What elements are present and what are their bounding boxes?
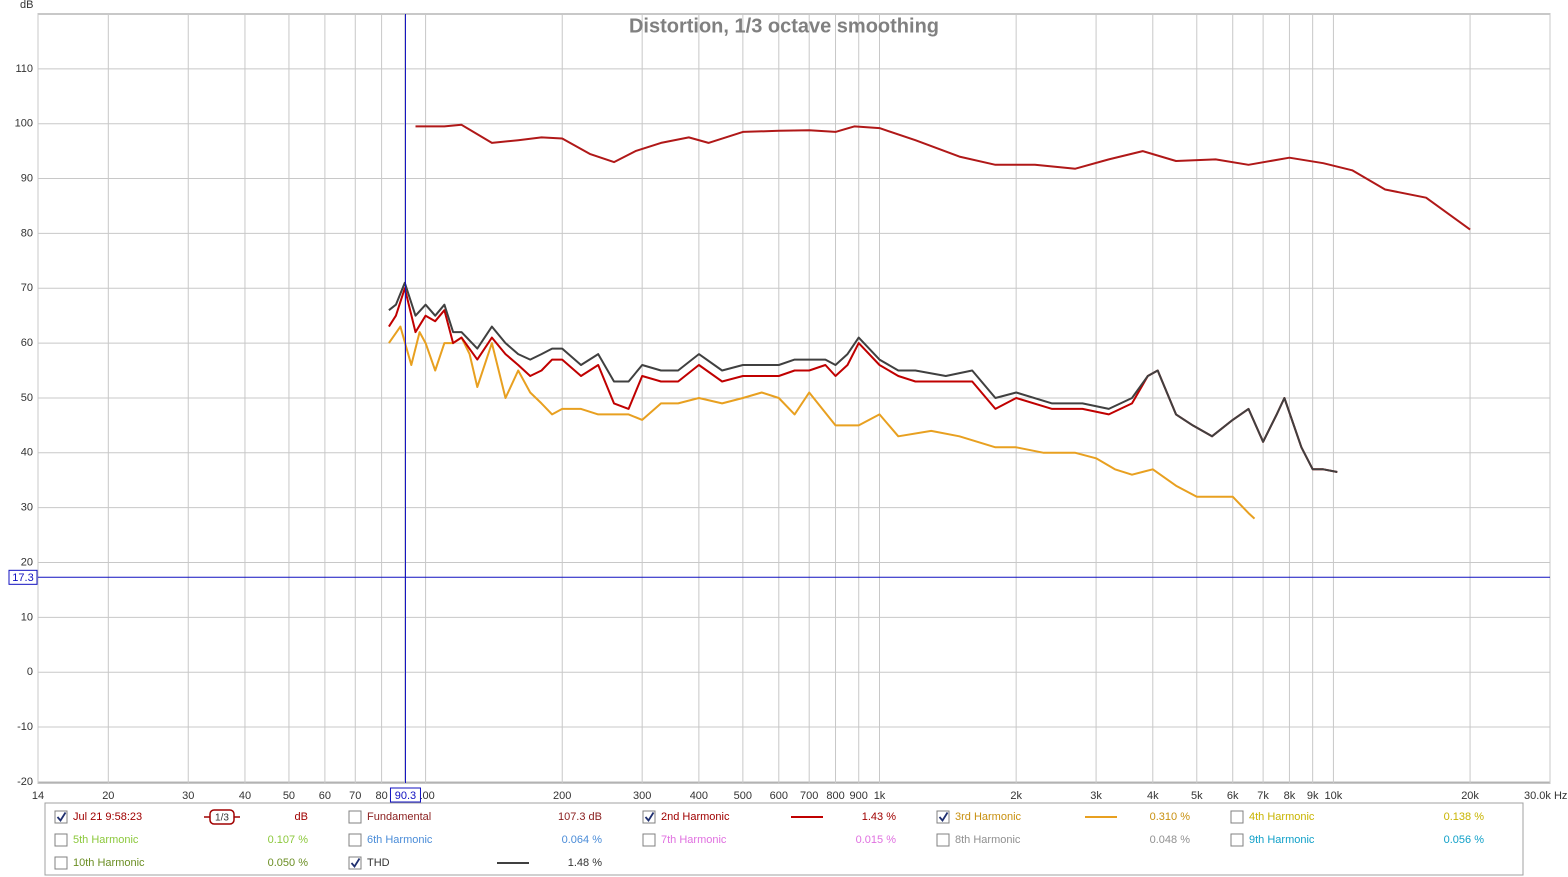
x-tick-label: 9k (1307, 790, 1319, 802)
y-tick-label: -20 (17, 776, 33, 788)
x-tick-label: 50 (283, 790, 295, 802)
x-tick-label: 1k (874, 790, 886, 802)
legend-panel (44, 802, 1524, 876)
y-tick-label: 110 (15, 63, 33, 75)
legend-name: 5th Harmonic (73, 834, 139, 846)
legend-name: 10th Harmonic (73, 857, 145, 869)
x-tick-label: 8k (1284, 790, 1296, 802)
series-line (388, 325, 1256, 520)
x-tick-label: 700 (800, 790, 818, 802)
y-tick-label: 100 (15, 118, 33, 130)
cursor-x-label: 90.3 (395, 790, 416, 802)
legend-name: 6th Harmonic (367, 834, 433, 846)
x-tick-label: 10k (1325, 790, 1343, 802)
checkbox[interactable] (1230, 833, 1244, 847)
unit-label: dB (295, 811, 308, 823)
x-tick-label: 100 (416, 790, 434, 802)
x-tick-label: 600 (770, 790, 788, 802)
legend-name: THD (367, 857, 390, 869)
x-tick-label: 4k (1147, 790, 1159, 802)
legend-reading: 0.015 % (856, 834, 897, 846)
y-tick-label: 20 (21, 556, 33, 568)
legend-name: 9th Harmonic (1249, 834, 1315, 846)
x-tick-label: 5k (1191, 790, 1203, 802)
y-tick-label: 0 (27, 666, 33, 678)
legend-name: Fundamental (367, 811, 431, 823)
legend-reading: 0.064 % (562, 834, 603, 846)
legend-reading: 0.310 % (1150, 811, 1191, 823)
legend-reading: 0.138 % (1444, 811, 1485, 823)
x-tick-label: 300 (633, 790, 651, 802)
plot-area (37, 13, 1551, 784)
x-tick-label: 2k (1010, 790, 1022, 802)
x-tick-label: 20 (102, 790, 114, 802)
y-tick-label: 50 (21, 392, 33, 404)
checkmark (350, 858, 361, 869)
chart-title: Distortion, 1/3 octave smoothing (629, 15, 939, 37)
x-tick-label: 80 (375, 790, 387, 802)
cursor-y-box (8, 569, 38, 585)
x-tick-label: 20k (1461, 790, 1479, 802)
x-tick-label: 30.0k Hz (1524, 790, 1567, 802)
cursor-x-box (389, 787, 421, 803)
x-tick-label: 40 (239, 790, 251, 802)
legend-reading: 1.43 % (862, 811, 896, 823)
cursor-y-label: 17.3 (12, 572, 33, 584)
y-tick-label: 90 (21, 172, 33, 184)
legend-name: 7th Harmonic (661, 834, 727, 846)
x-tick-label: 3k (1090, 790, 1102, 802)
checkmark (56, 812, 67, 823)
series-line (415, 123, 1471, 231)
y-tick-label: -10 (17, 721, 33, 733)
x-tick-label: 14 (32, 790, 44, 802)
x-tick-label: 70 (349, 790, 361, 802)
measurement-name: Jul 21 9:58:23 (73, 811, 142, 823)
smoothing-label: 1/3 (215, 813, 229, 824)
legend-name: 2nd Harmonic (661, 811, 730, 823)
legend-reading: 0.048 % (1150, 834, 1191, 846)
legend-reading: 0.107 % (268, 834, 309, 846)
y-axis-label: dB (20, 0, 33, 11)
legend-name: 8th Harmonic (955, 834, 1021, 846)
checkbox[interactable] (54, 856, 68, 870)
x-tick-label: 800 (826, 790, 844, 802)
x-tick-label: 900 (850, 790, 868, 802)
y-tick-label: 60 (21, 337, 33, 349)
series-line (388, 281, 1338, 473)
x-tick-label: 6k (1227, 790, 1239, 802)
legend-reading: 0.056 % (1444, 834, 1485, 846)
legend-reading: 107.3 dB (558, 811, 602, 823)
y-tick-label: 70 (21, 282, 33, 294)
x-tick-label: 60 (319, 790, 331, 802)
checkbox[interactable] (1230, 810, 1244, 824)
y-tick-label: 80 (21, 227, 33, 239)
legend-name: 4th Harmonic (1249, 811, 1315, 823)
checkbox[interactable] (348, 810, 362, 824)
checkbox[interactable] (642, 833, 656, 847)
x-tick-label: 400 (690, 790, 708, 802)
y-tick-label: 40 (21, 447, 33, 459)
checkbox[interactable] (348, 833, 362, 847)
y-tick-label: 30 (21, 502, 33, 514)
x-tick-label: 200 (553, 790, 571, 802)
checkmark (644, 812, 655, 823)
legend-reading: 0.050 % (268, 857, 309, 869)
x-tick-label: 7k (1257, 790, 1269, 802)
checkbox[interactable] (936, 833, 950, 847)
checkmark (938, 812, 949, 823)
x-tick-label: 30 (182, 790, 194, 802)
y-tick-label: 10 (21, 611, 33, 623)
legend-name: 3rd Harmonic (955, 811, 1022, 823)
legend-reading: 1.48 % (568, 857, 602, 869)
checkbox[interactable] (54, 833, 68, 847)
x-tick-label: 500 (734, 790, 752, 802)
